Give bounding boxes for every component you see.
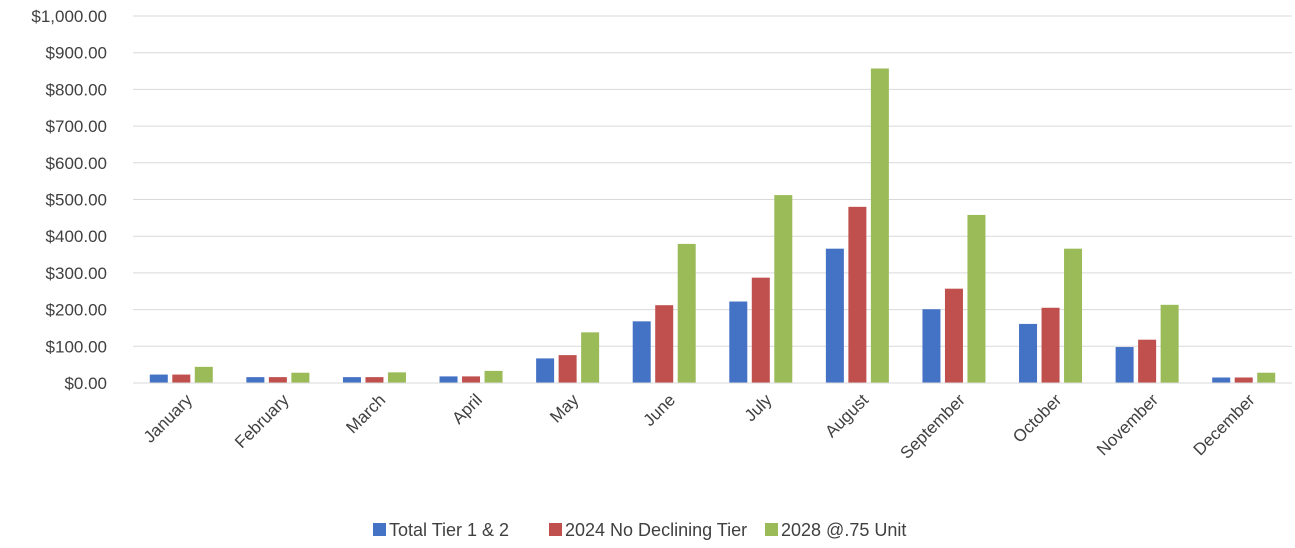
y-tick-label: $0.00 <box>64 374 107 393</box>
bar <box>387 372 406 383</box>
bar <box>729 301 748 383</box>
y-tick-label: $900.00 <box>46 44 107 63</box>
bar <box>774 195 793 383</box>
x-category-label: August <box>821 390 872 441</box>
x-category-label: April <box>448 390 485 427</box>
x-category-label: December <box>1190 390 1259 459</box>
x-category-label: March <box>342 390 389 437</box>
bar <box>1257 372 1276 383</box>
bar <box>439 376 458 383</box>
bar <box>1064 248 1083 383</box>
x-category-label: May <box>546 390 582 426</box>
bar <box>581 332 600 383</box>
y-tick-label: $800.00 <box>46 80 107 99</box>
bar <box>149 374 168 383</box>
x-category-label: February <box>231 390 293 452</box>
bar <box>172 374 191 383</box>
legend: Total Tier 1 & 2 2024 No Declining Tier 20… <box>373 520 906 540</box>
x-category-label: July <box>741 390 776 425</box>
legend-label: Total Tier 1 & 2 <box>389 520 509 540</box>
legend-swatch <box>765 523 778 536</box>
y-tick-label: $100.00 <box>46 337 107 356</box>
y-tick-label: $300.00 <box>46 264 107 283</box>
bar <box>751 277 770 383</box>
x-axis-category-labels: January February March April May June July Augu… <box>140 390 1259 463</box>
legend-swatch <box>373 523 386 536</box>
bar <box>365 377 384 383</box>
bar <box>462 376 481 383</box>
bar <box>967 214 986 383</box>
y-tick-label: $400.00 <box>46 227 107 246</box>
gridlines <box>133 15 1292 347</box>
bars <box>149 68 1276 383</box>
bar <box>632 321 651 383</box>
bar <box>1019 323 1038 383</box>
bar <box>1212 377 1231 383</box>
bar <box>536 358 555 383</box>
bar <box>1041 307 1060 383</box>
legend-label: 2028 @.75 Unit <box>781 520 906 540</box>
y-tick-label: $700.00 <box>46 117 107 136</box>
bar <box>848 206 867 383</box>
y-tick-label: $500.00 <box>46 191 107 210</box>
bar <box>1234 377 1253 383</box>
y-tick-label: $600.00 <box>46 154 107 173</box>
x-category-label: September <box>897 390 969 462</box>
bar <box>677 243 696 383</box>
bar <box>268 377 287 383</box>
bar <box>246 377 265 383</box>
bar <box>825 248 844 383</box>
x-category-label: January <box>140 390 197 447</box>
y-tick-label: $1,000.00 <box>31 7 107 26</box>
bar <box>1138 339 1157 383</box>
legend-swatch <box>549 523 562 536</box>
bar <box>342 377 361 383</box>
legend-label: 2024 No Declining Tier <box>565 520 747 540</box>
bar <box>870 68 889 383</box>
bar <box>944 288 963 383</box>
bar <box>558 355 577 383</box>
y-axis-tick-labels: $0.00 $100.00 $200.00 $300.00 $400.00 $500.00… <box>31 7 107 393</box>
bar <box>194 366 213 383</box>
bar <box>922 309 941 383</box>
y-tick-label: $200.00 <box>46 301 107 320</box>
x-category-label: October <box>1009 390 1065 446</box>
x-category-label: November <box>1093 390 1162 459</box>
x-category-label: June <box>640 390 680 430</box>
bar <box>1160 304 1179 383</box>
bar <box>484 370 503 383</box>
bar <box>291 372 310 383</box>
bar <box>655 305 674 383</box>
bar <box>1115 347 1134 383</box>
